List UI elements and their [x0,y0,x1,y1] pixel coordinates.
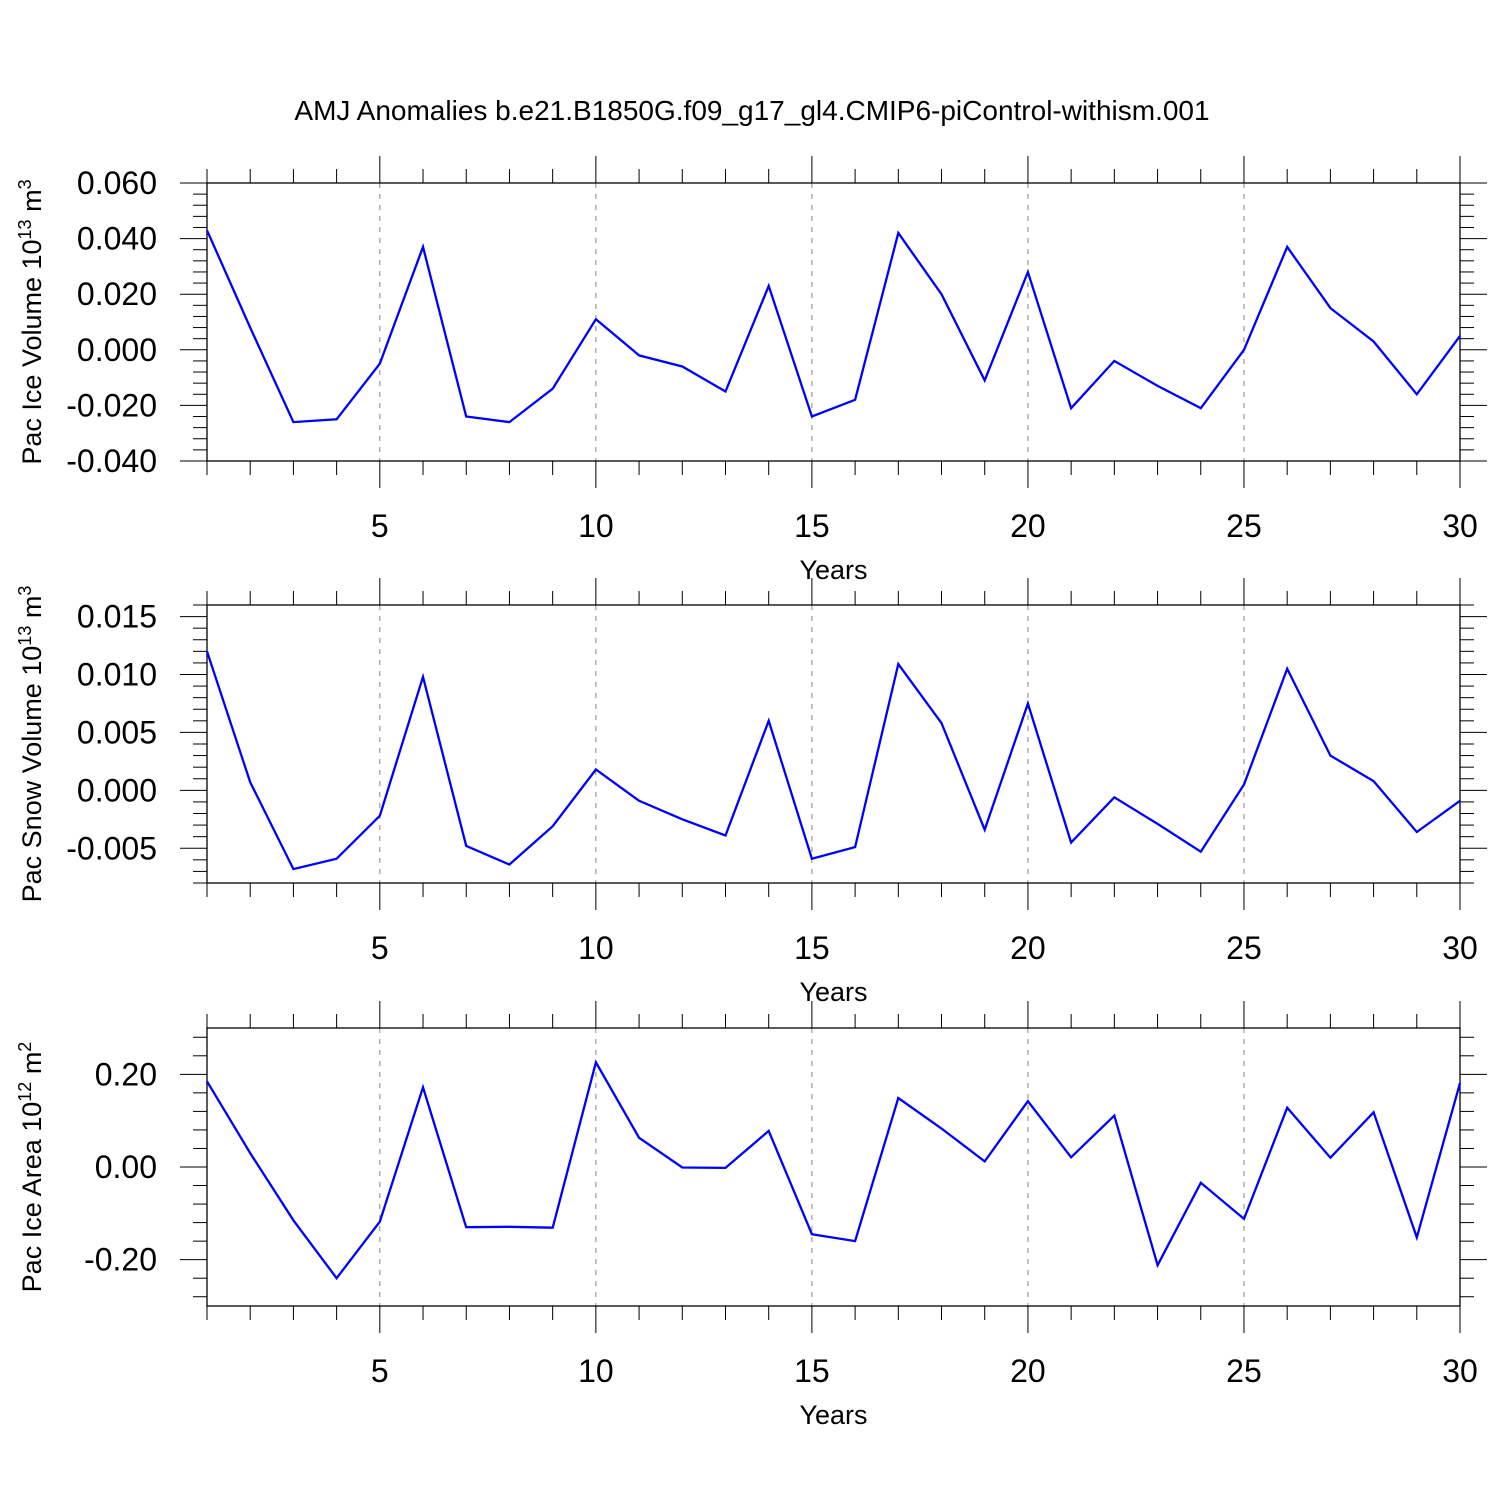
x-tick-label: 30 [1442,930,1478,966]
y-axis-label-text: Pac Snow Volume 10 [17,646,47,903]
x-tick-label: 5 [371,930,389,966]
y-axis-label-exponent: 12 [15,1082,35,1102]
x-tick-label: 20 [1010,930,1046,966]
y-tick-label: 0.000 [77,332,157,368]
y-tick-label: 0.060 [77,165,157,201]
plot-frame [206,1027,1461,1307]
x-tick-label: 5 [371,1353,389,1389]
x-tick-label: 30 [1442,1353,1478,1389]
series-line-1 [205,650,1461,871]
y-tick-label: -0.020 [66,387,157,423]
panel-2: -0.005 0.000 0.005 0.010 0.015 5 10 15 20 25 30 Yea… [15,578,1487,1007]
y-axis-label-text: Pac Ice Area 10 [17,1102,47,1293]
x-tick-label: 5 [371,508,389,544]
y-axis-label-unit: m [17,596,47,626]
plot-frame [206,604,1461,884]
x-tick-label: 25 [1226,1353,1262,1389]
x-tick-label: 25 [1226,508,1262,544]
x-axis-label: Years [799,977,867,1007]
series-line-1 [206,1059,1462,1281]
y-tick-label: -0.005 [66,830,157,866]
x-tick-label: 20 [1010,1353,1046,1389]
y-tick-label: 0.000 [77,772,157,808]
y-tick-label: 0.020 [77,276,157,312]
x-tick-label: 10 [578,508,614,544]
x-tick-label: 10 [578,1353,614,1389]
y-axis-label-unit-exponent: 2 [15,1042,35,1052]
y-axis-label-text: Pac Ice Volume 10 [17,239,47,464]
y-tick-label: 0.040 [77,221,157,257]
panel-1: -0.040 -0.020 0.000 0.020 0.040 0.060 5 10 15 20 2… [15,156,1487,585]
plot-frame [206,182,1461,462]
x-axis-label: Years [799,555,867,585]
y-axis-label: Pac Ice Area 1012 m2 [15,1042,47,1293]
x-tick-label: 30 [1442,508,1478,544]
y-axis-label-unit: m [17,189,47,219]
x-tick-label: 10 [578,930,614,966]
panels: -0.040 -0.020 0.000 0.020 0.040 0.060 5 10 15 20 2… [15,156,1487,1430]
y-axis-label: Pac Snow Volume 1013 m3 [15,586,47,903]
y-axis-label: Pac Ice Volume 1013 m3 [15,179,47,464]
series-line-1 [205,229,1461,424]
panel-3: -0.20 0.00 0.20 5 10 15 20 25 30 Years Pac Ice Are… [15,1001,1487,1430]
x-axis-label: Years [799,1400,867,1430]
y-tick-label: 0.010 [77,657,157,693]
x-tick-label: 15 [794,930,830,966]
y-axis-label-exponent: 13 [15,626,35,646]
figure-title: AMJ Anomalies b.e21.B1850G.f09_g17_gl4.C… [294,95,1209,126]
y-tick-label: 0.20 [95,1056,157,1092]
y-tick-label: -0.040 [66,443,157,479]
y-axis-label-unit: m [17,1052,47,1082]
y-tick-label: 0.005 [77,714,157,750]
y-tick-label: -0.20 [84,1242,157,1278]
y-axis-label-unit-exponent: 3 [15,586,35,596]
y-axis-label-unit-exponent: 3 [15,179,35,189]
x-tick-label: 15 [794,1353,830,1389]
x-tick-label: 20 [1010,508,1046,544]
x-tick-label: 15 [794,508,830,544]
y-tick-label: 0.00 [95,1149,157,1185]
y-axis-label-exponent: 13 [15,219,35,239]
y-tick-label: 0.015 [77,599,157,635]
x-tick-label: 25 [1226,930,1262,966]
